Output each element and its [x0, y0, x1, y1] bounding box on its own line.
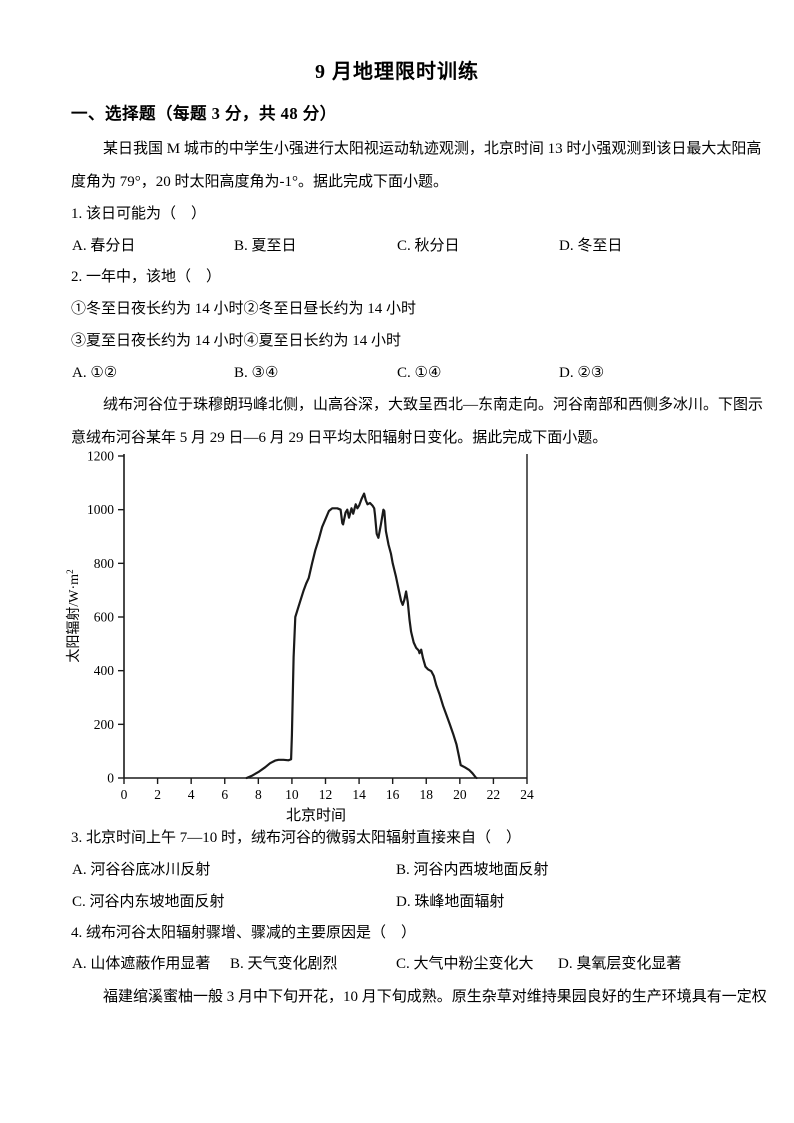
svg-text:6: 6 — [221, 787, 228, 802]
svg-text:4: 4 — [188, 787, 195, 802]
svg-text:600: 600 — [94, 610, 115, 625]
passage2-line2: 意绒布河谷某年 5 月 29 日—6 月 29 日平均太阳辐射日变化。据此完成下… — [71, 430, 608, 446]
question4-option-a: A. 山体遮蔽作用显著 — [72, 956, 211, 972]
svg-text:1200: 1200 — [87, 449, 114, 464]
question2-option-d: D. ②③ — [559, 365, 605, 381]
svg-text:800: 800 — [94, 556, 115, 571]
y-tick-group: 0 200 400 600 800 1000 1200 — [87, 449, 124, 786]
svg-text:20: 20 — [453, 787, 467, 802]
passage3-line1: 福建绾溪蜜柚一般 3 月中下旬开花，10 月下旬成熟。原生杂草对维持果园良好的生… — [103, 989, 767, 1005]
question1-stem: 1. 该日可能为（ ） — [71, 206, 207, 222]
question3-stem: 3. 北京时间上午 7—10 时，绒布河谷的微弱太阳辐射直接来自（ ） — [71, 830, 522, 846]
question3-option-c: C. 河谷内东坡地面反射 — [72, 894, 225, 910]
svg-text:400: 400 — [94, 663, 115, 678]
question3-option-b: B. 河谷内西坡地面反射 — [396, 862, 549, 878]
svg-text:8: 8 — [255, 787, 262, 802]
question1-option-c: C. 秋分日 — [397, 238, 460, 254]
question4-option-d: D. 臭氧层变化显著 — [558, 956, 682, 972]
question2-option-b: B. ③④ — [234, 365, 279, 381]
x-axis-label: 北京时间 — [286, 807, 346, 824]
y-axis-label: 太阳辐射/W·m2 — [65, 569, 82, 662]
svg-text:14: 14 — [352, 787, 366, 802]
question3-option-a: A. 河谷谷底冰川反射 — [72, 862, 211, 878]
svg-text:10: 10 — [285, 787, 299, 802]
question2-option-a: A. ①② — [72, 365, 118, 381]
question1-option-b: B. 夏至日 — [234, 238, 297, 254]
question4-option-b: B. 天气变化剧烈 — [230, 956, 338, 972]
svg-text:太阳辐射/W·m2: 太阳辐射/W·m2 — [65, 569, 82, 662]
svg-text:200: 200 — [94, 717, 115, 732]
svg-text:22: 22 — [487, 787, 501, 802]
question2-option-c: C. ①④ — [397, 365, 442, 381]
question2-statements-12: ①冬至日夜长约为 14 小时②冬至日昼长约为 14 小时 — [71, 301, 417, 317]
question4-option-c: C. 大气中粉尘变化大 — [396, 956, 534, 972]
question2-stem: 2. 一年中，该地（ ） — [71, 269, 222, 285]
question1-option-a: A. 春分日 — [72, 238, 136, 254]
question1-option-d: D. 冬至日 — [559, 238, 623, 254]
passage2-line1: 绒布河谷位于珠穆朗玛峰北侧，山高谷深，大致呈西北—东南走向。河谷南部和西侧多冰川… — [103, 397, 764, 413]
solar-radiation-chart: 0 200 400 600 800 1000 1200 0 2 4 6 8 10 12 14 16 18 20 2… — [0, 444, 560, 836]
svg-text:12: 12 — [319, 787, 333, 802]
svg-text:18: 18 — [420, 787, 434, 802]
svg-text:2: 2 — [154, 787, 161, 802]
question3-option-d: D. 珠峰地面辐射 — [396, 894, 505, 910]
section-heading: 一、选择题（每题 3 分，共 48 分） — [71, 104, 337, 123]
svg-text:24: 24 — [520, 787, 534, 802]
x-tick-group: 0 2 4 6 8 10 12 14 16 18 20 22 24 — [121, 778, 534, 802]
svg-text:0: 0 — [121, 787, 128, 802]
svg-text:1000: 1000 — [87, 502, 114, 517]
page-title: 9 月地理限时训练 — [315, 61, 479, 83]
svg-text:0: 0 — [107, 771, 114, 786]
passage1-line2: 度角为 79°，20 时太阳高度角为-1°。据此完成下面小题。 — [71, 174, 448, 190]
passage1-line1: 某日我国 M 城市的中学生小强进行太阳视运动轨迹观测，北京时间 13 时小强观测… — [103, 141, 762, 157]
radiation-curve — [245, 492, 478, 780]
question4-stem: 4. 绒布河谷太阳辐射骤增、骤减的主要原因是（ ） — [71, 925, 417, 941]
question2-statements-34: ③夏至日夜长约为 14 小时④夏至日长约为 14 小时 — [71, 333, 402, 349]
svg-text:16: 16 — [386, 787, 400, 802]
